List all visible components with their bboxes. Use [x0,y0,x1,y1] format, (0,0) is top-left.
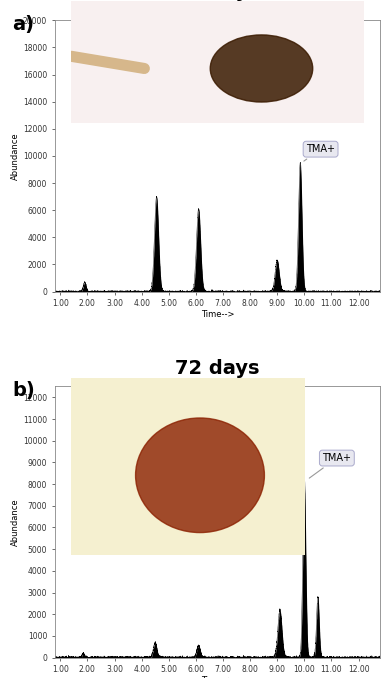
Text: b): b) [13,381,35,400]
Y-axis label: Abundance: Abundance [11,132,20,180]
Title: 72 days: 72 days [175,359,260,378]
Title: 55 days: 55 days [175,0,260,1]
Text: TMA+: TMA+ [309,453,351,478]
Y-axis label: Abundance: Abundance [11,498,20,546]
Text: TMA+: TMA+ [304,144,335,161]
Text: a): a) [13,15,34,34]
X-axis label: Time-->: Time--> [201,310,234,319]
X-axis label: Time-->: Time--> [201,676,234,678]
